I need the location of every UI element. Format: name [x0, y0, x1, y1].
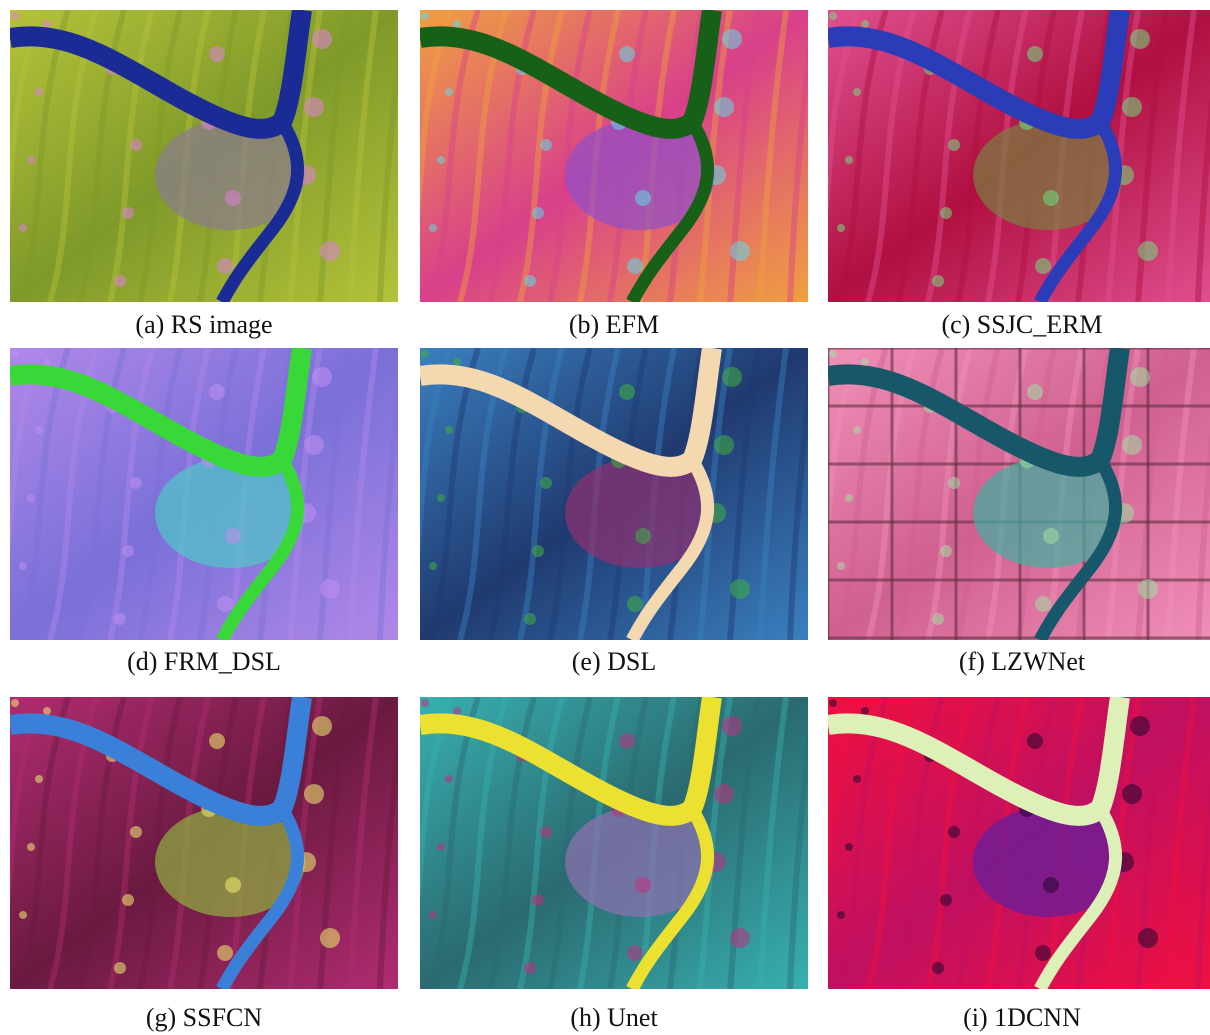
caption: (c) SSJC_ERM	[828, 310, 1210, 340]
caption: (h) Unet	[420, 1003, 808, 1033]
caption: (d) FRM_DSL	[10, 647, 398, 677]
image-panel	[828, 697, 1210, 989]
image-panel	[828, 348, 1210, 640]
caption: (i) 1DCNN	[828, 1003, 1210, 1033]
image-panel	[828, 10, 1210, 302]
caption: (e) DSL	[420, 647, 808, 677]
caption: (b) EFM	[420, 310, 808, 340]
image-panel	[420, 10, 808, 302]
image-panel	[10, 348, 398, 640]
image-panel	[10, 10, 398, 302]
image-panel	[10, 697, 398, 989]
caption: (f) LZWNet	[828, 647, 1210, 677]
figure: (a) RS image (b) EFM (c) SSJC_ERM (d) FRM_D…	[0, 0, 1210, 1035]
caption: (g) SSFCN	[10, 1003, 398, 1033]
image-panel	[420, 697, 808, 989]
image-panel	[420, 348, 808, 640]
caption: (a) RS image	[10, 310, 398, 340]
